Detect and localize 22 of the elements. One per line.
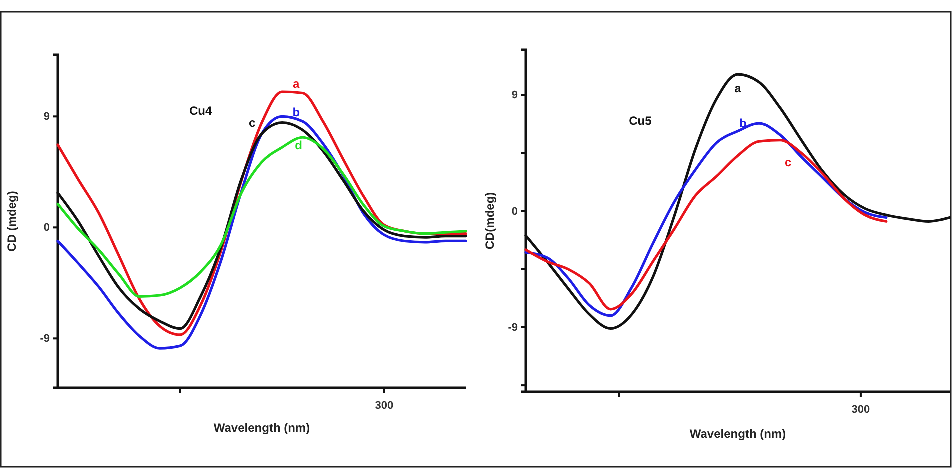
y-tick-label: 0 xyxy=(44,222,50,234)
text: Cu5 xyxy=(629,114,652,128)
y-axis-title: CD(mdeg) xyxy=(483,192,497,250)
x-axis-title: Wavelength (nm) xyxy=(214,421,310,435)
series-label: c xyxy=(249,116,256,130)
series-label: b xyxy=(740,116,747,131)
text: Cu4 xyxy=(189,104,212,118)
y-tick-label: 9 xyxy=(512,90,518,102)
text: 300 xyxy=(852,404,870,416)
y-tick-label: 9 xyxy=(44,111,50,124)
x-axis-title: Wavelength (nm) xyxy=(690,427,786,441)
series-label: a xyxy=(734,82,742,96)
series-label: b xyxy=(292,106,300,120)
series-label: a xyxy=(293,77,300,91)
y-tick-label: -9 xyxy=(40,333,50,346)
series-label: c xyxy=(785,155,792,170)
text: 300 xyxy=(375,400,394,412)
series-label: d xyxy=(295,138,302,153)
line-series xyxy=(56,136,468,298)
y-axis-title: CD (mdeg) xyxy=(5,191,19,252)
y-tick-label: -9 xyxy=(508,322,518,334)
y-tick-label: 0 xyxy=(512,206,518,218)
